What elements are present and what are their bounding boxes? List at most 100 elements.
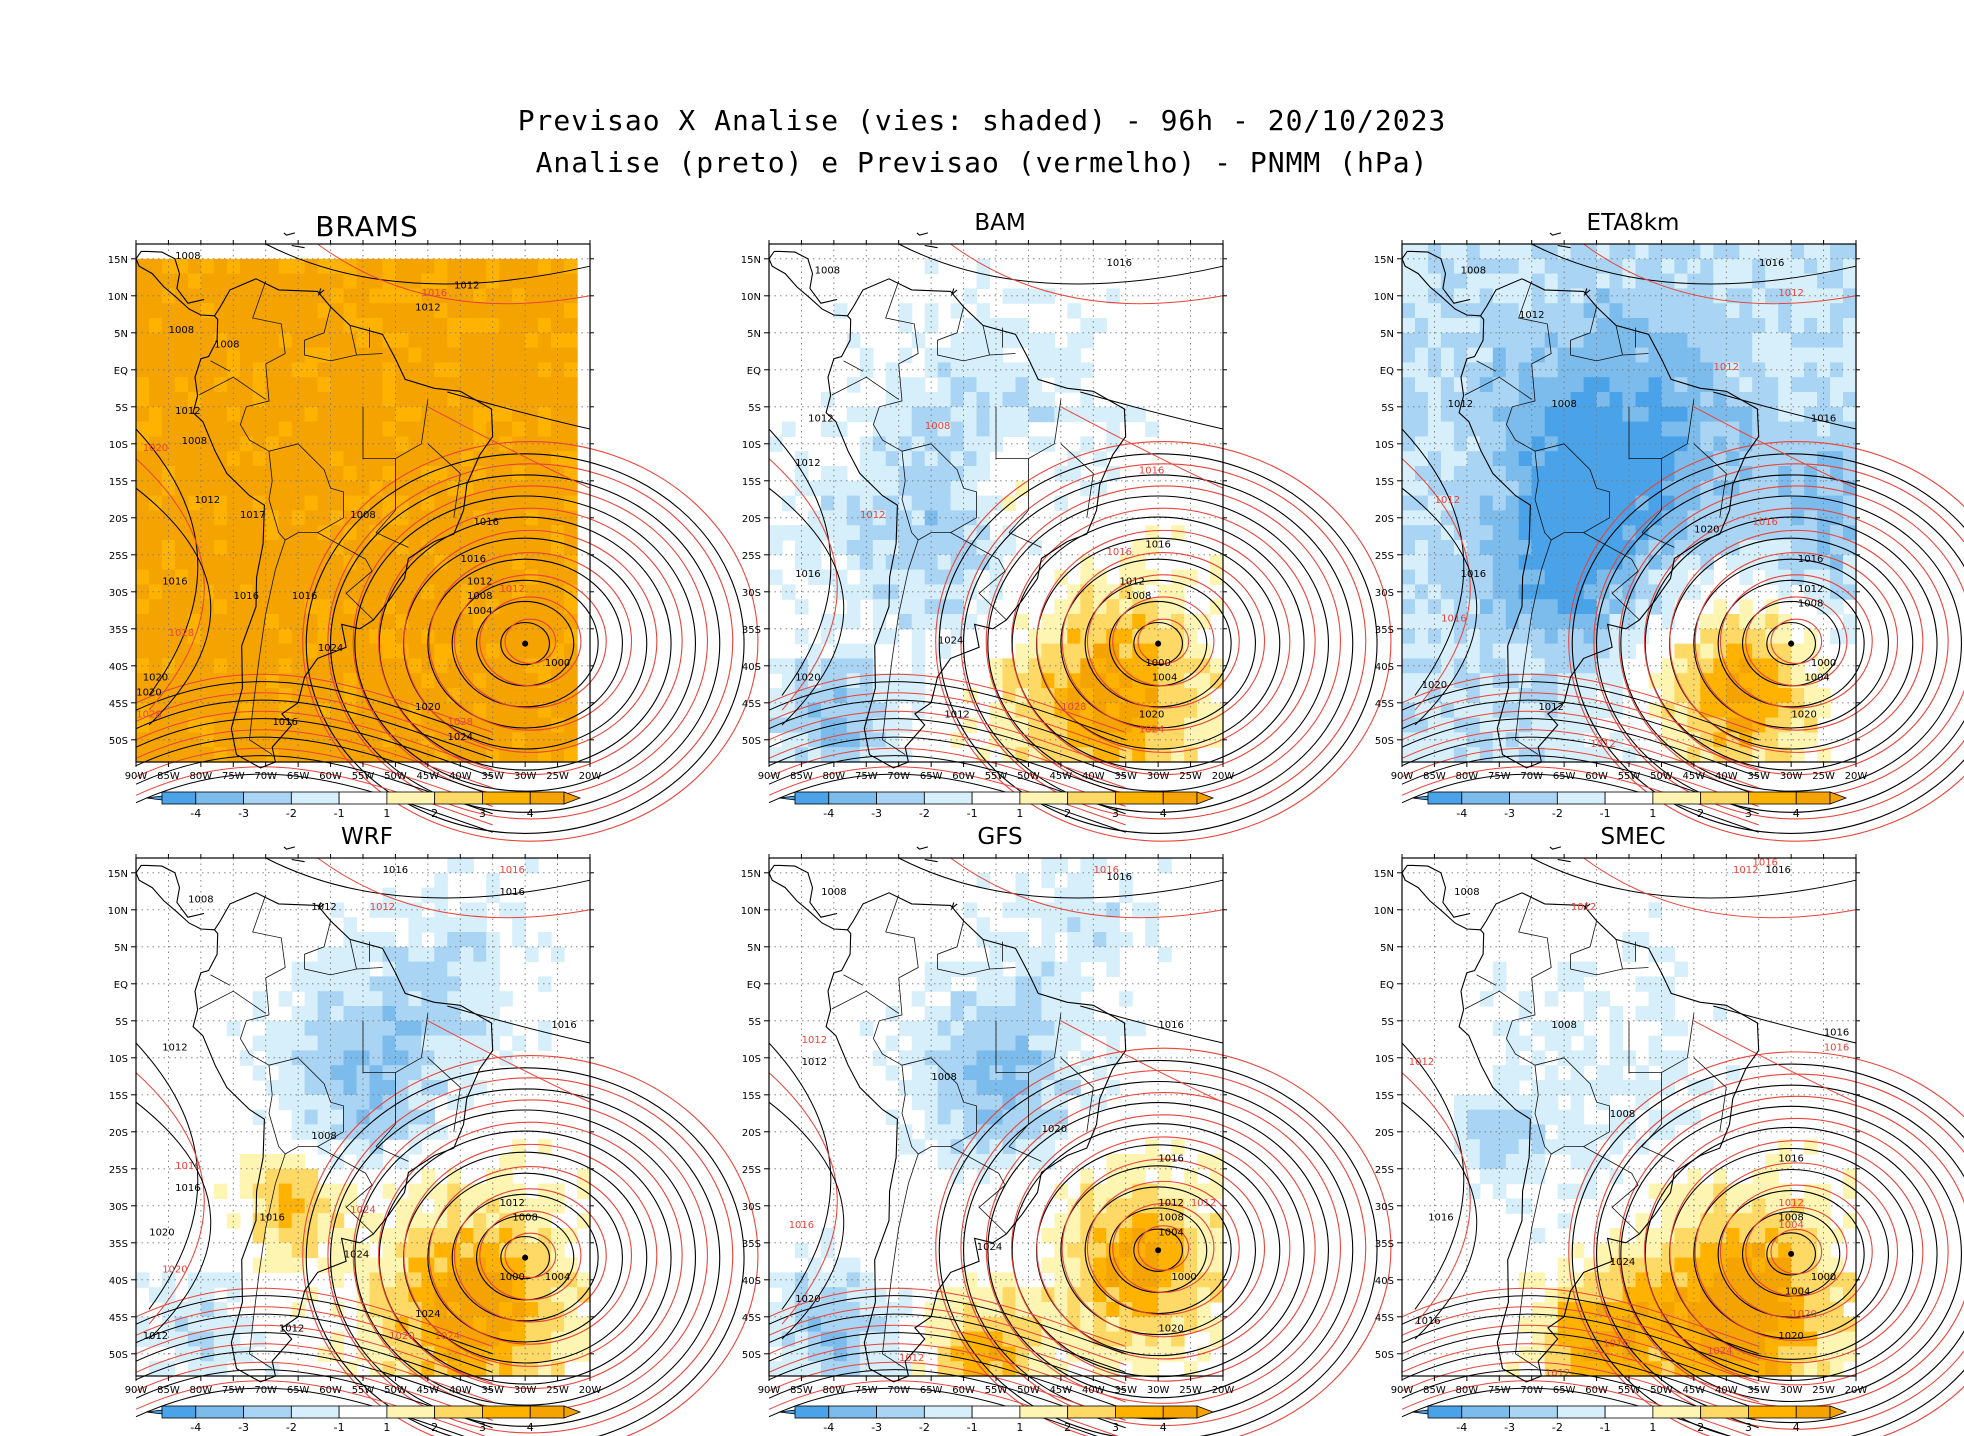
- bias-cell: [382, 466, 397, 482]
- bias-cell: [136, 1316, 150, 1333]
- bias-cell: [149, 377, 163, 393]
- bias-cell: [937, 406, 952, 423]
- bias-cell: [486, 554, 500, 571]
- bias-cell: [434, 917, 448, 933]
- bias-cell: [395, 599, 409, 615]
- bias-cell: [1466, 688, 1481, 704]
- bias-cell: [343, 258, 358, 275]
- bias-cell: [408, 643, 422, 659]
- bias-cell: [291, 392, 306, 408]
- bias-cell: [1661, 421, 1675, 437]
- bias-cell: [434, 991, 448, 1007]
- bias-cell: [1622, 466, 1637, 482]
- bias-cell: [291, 1213, 306, 1229]
- bias-cell: [1713, 599, 1727, 615]
- bias-cell: [187, 554, 202, 571]
- bias-cell: [1765, 540, 1779, 556]
- bias-cell: [200, 273, 215, 289]
- bias-cell: [833, 1316, 848, 1333]
- bias-cell: [1635, 569, 1650, 585]
- bias-cell: [408, 614, 422, 630]
- bias-cell: [1415, 510, 1429, 526]
- bias-cell: [278, 480, 293, 497]
- bias-cell: [447, 510, 461, 526]
- bias-cell: [1804, 688, 1818, 704]
- bias-cell: [1171, 628, 1185, 645]
- bias-cell: [1596, 525, 1611, 541]
- bias-cell: [1067, 1020, 1081, 1037]
- forecast-contour: [1401, 692, 1759, 752]
- bias-cell: [1583, 554, 1598, 571]
- bias-cell: [304, 554, 319, 571]
- bias-cell: [1015, 377, 1030, 393]
- bias-cell: [174, 1331, 189, 1347]
- colorbar-label: -1: [334, 807, 345, 820]
- contour-label: 1012: [162, 1042, 187, 1053]
- bias-cell: [525, 1361, 539, 1377]
- bias-cell: [1830, 258, 1844, 275]
- bias-cell: [447, 318, 461, 334]
- bias-cell: [1158, 747, 1172, 763]
- bias-cell: [551, 569, 565, 585]
- bias-cell: [794, 554, 809, 571]
- bias-cell: [1479, 332, 1494, 349]
- bias-cell: [1804, 362, 1818, 378]
- bias-cell: [1041, 347, 1055, 363]
- bias-cell: [872, 599, 887, 615]
- bias-cell: [1415, 688, 1429, 704]
- bias-cell: [1002, 1020, 1017, 1037]
- bias-cell: [1518, 406, 1533, 423]
- bias-cell: [525, 1346, 539, 1362]
- bias-cell: [265, 569, 280, 585]
- bias-cell: [1648, 466, 1663, 482]
- lat-label: 5S: [115, 403, 128, 414]
- bias-cell: [833, 614, 848, 630]
- forecast-contour: [135, 1343, 493, 1403]
- bias-cell: [1544, 332, 1559, 349]
- bias-cell: [1093, 932, 1107, 948]
- bias-cell: [1466, 673, 1481, 689]
- colorbar-segment: [876, 791, 925, 805]
- bias-cell: [1518, 244, 1533, 260]
- bias-cell: [1752, 466, 1766, 482]
- bias-cell: [1765, 643, 1779, 659]
- bias-cell: [1635, 510, 1650, 526]
- lon-label: 35W: [481, 1385, 504, 1396]
- bias-cell: [382, 392, 397, 408]
- bias-cell: [924, 569, 939, 585]
- bias-cell: [252, 702, 267, 719]
- bias-cell: [1557, 244, 1572, 260]
- bias-cell: [434, 1050, 448, 1066]
- colorbar-label: 3: [1112, 807, 1119, 820]
- bias-cell: [161, 436, 176, 452]
- bias-cell: [512, 932, 526, 948]
- bias-cell: [136, 466, 150, 482]
- bias-cell: [369, 273, 384, 289]
- bias-cell: [1184, 747, 1198, 763]
- bias-cell: [1453, 303, 1468, 319]
- bias-cell: [1518, 273, 1533, 289]
- bias-cell: [1765, 658, 1779, 674]
- forecast-contour: [135, 1361, 493, 1421]
- bias-cell: [304, 1094, 319, 1111]
- bias-cell: [174, 495, 189, 511]
- bias-cell: [239, 273, 254, 289]
- bias-cell: [356, 1094, 371, 1111]
- bias-cell: [1609, 244, 1624, 260]
- bias-cell: [1518, 540, 1533, 556]
- bias-cell: [1041, 961, 1055, 977]
- bias-cell: [1778, 244, 1792, 260]
- colorbar-arrow-high: [563, 1405, 582, 1419]
- country-border: [268, 1057, 374, 1235]
- bias-cell: [434, 1257, 448, 1273]
- bias-cell: [1080, 332, 1094, 349]
- bias-cell: [1015, 421, 1030, 437]
- bias-cell: [1752, 362, 1766, 378]
- bias-cell: [1570, 332, 1585, 349]
- bias-cell: [1570, 466, 1585, 482]
- bias-cell: [395, 480, 409, 497]
- bias-cell: [1752, 510, 1766, 526]
- colorbar-segment: [1748, 791, 1797, 805]
- bias-cell: [1531, 288, 1546, 304]
- bias-cell: [1570, 643, 1585, 659]
